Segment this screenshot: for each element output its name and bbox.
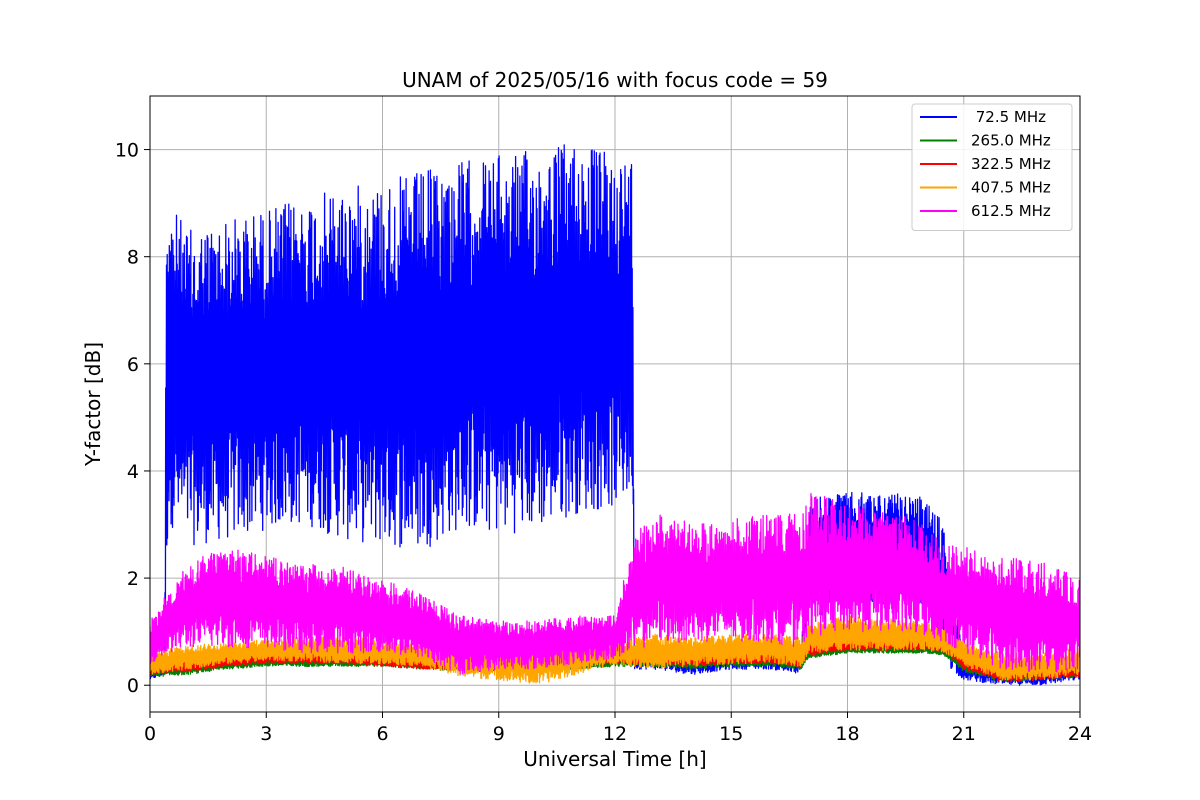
legend: 72.5 MHz 265.0 MHz 322.5 MHz 407.5 MHz 612.5… xyxy=(911,103,1073,231)
x-tick-label: 15 xyxy=(719,723,743,745)
y-tick-label: 0 xyxy=(127,675,139,697)
legend-label: 265.0 MHz xyxy=(971,132,1051,150)
x-tick-label: 24 xyxy=(1068,723,1092,745)
legend-box xyxy=(911,103,1073,231)
y-tick-label: 4 xyxy=(127,461,139,483)
legend-label: 322.5 MHz xyxy=(971,155,1051,173)
x-tick-label: 3 xyxy=(260,723,272,745)
y-tick-label: 2 xyxy=(127,568,139,590)
legend-label: 407.5 MHz xyxy=(971,179,1051,197)
x-tick-label: 0 xyxy=(144,723,156,745)
plot-data xyxy=(150,144,1080,686)
x-tick-label: 6 xyxy=(376,723,388,745)
chart-title: UNAM of 2025/05/16 with focus code = 59 xyxy=(402,68,828,92)
legend-label: 72.5 MHz xyxy=(971,108,1046,126)
y-tick-label: 8 xyxy=(127,247,139,269)
y-tick-label: 6 xyxy=(127,354,139,376)
x-tick-label: 18 xyxy=(835,723,859,745)
x-tick-label: 21 xyxy=(952,723,976,745)
y-axis-title: Y-factor [dB] xyxy=(81,342,105,467)
series-line xyxy=(150,493,1080,675)
legend-label: 612.5 MHz xyxy=(971,202,1051,220)
y-tick-label: 10 xyxy=(115,140,139,162)
x-tick-label: 9 xyxy=(493,723,505,745)
x-tick-label: 12 xyxy=(603,723,627,745)
x-axis-title: Universal Time [h] xyxy=(523,747,706,771)
